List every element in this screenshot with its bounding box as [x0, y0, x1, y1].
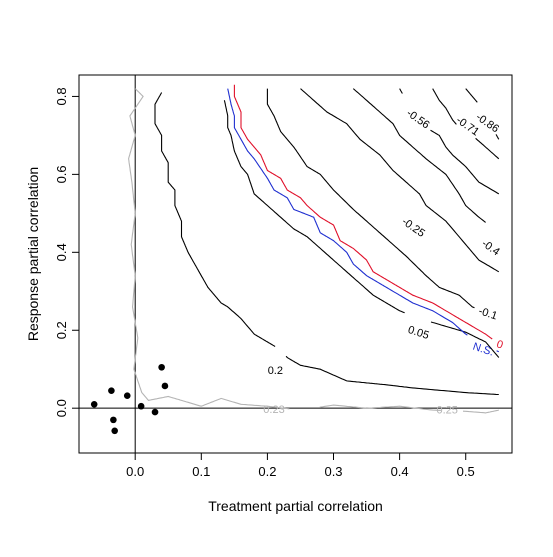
data-point-0: [90, 400, 98, 408]
y-tick-label-1: 0.2: [54, 321, 69, 339]
y-axis: 0.0 0.2 0.4 0.6 0.8: [54, 87, 79, 417]
data-point-4: [123, 392, 131, 400]
y-tick-label-0: 0.0: [54, 399, 69, 417]
contour-label-2: 0.2: [268, 365, 283, 377]
contour-line-4-0: [227, 88, 468, 336]
contour-line-2-1: [285, 355, 499, 396]
contour-label-3: 0.05: [406, 324, 430, 342]
x-tick-label-5: 0.5: [457, 464, 475, 479]
x-tick-label-3: 0.3: [324, 464, 342, 479]
contour-line-0-1: [319, 404, 441, 411]
contour-label-8: -0.4: [479, 238, 501, 259]
data-point-3: [111, 427, 118, 435]
contour-label-6: -0.1: [477, 305, 499, 322]
contour-line-11-0: [465, 88, 478, 103]
data-point-8: [161, 382, 169, 390]
contour-line-10-1: [475, 137, 500, 160]
y-tick-label-2: 0.4: [54, 243, 69, 261]
contour-line-3-1: [430, 321, 500, 358]
x-axis: 0.0 0.1 0.2 0.3 0.4 0.5: [126, 453, 475, 479]
contour-line-11-1: [495, 134, 500, 140]
contour-line-4-1: [496, 350, 500, 353]
y-tick-label-3: 0.6: [54, 165, 69, 183]
contour-line-8-0: [352, 88, 486, 223]
contour-line-0-0: [128, 88, 290, 410]
x-tick-label-4: 0.4: [391, 464, 409, 479]
data-point-2: [110, 416, 117, 424]
data-point-7: [158, 363, 165, 371]
contour-line-3-0: [223, 100, 405, 314]
x-tick-label-1: 0.1: [192, 464, 210, 479]
contour-line-9-1: [430, 129, 500, 195]
contour-line-10-0: [432, 88, 457, 125]
y-axis-label: Response partial correlation: [25, 167, 41, 341]
contour-line-0-2: [462, 409, 499, 414]
contour-label-1: 0.23: [263, 404, 284, 416]
contour-line-7-0: [300, 88, 500, 273]
contour-label-7: -0.25: [400, 216, 427, 240]
contour-label-5: 0: [495, 338, 505, 351]
x-axis-label: Treatment partial correlation: [208, 498, 383, 514]
contour-label-0: 0.25: [437, 405, 458, 417]
contour-line-9-0: [399, 88, 403, 94]
contour-line-2-0: [154, 92, 276, 347]
y-tick-label-4: 0.8: [54, 87, 69, 105]
data-point-6: [151, 408, 159, 416]
plot-frame: [78, 74, 513, 454]
contour-line-5-0: [233, 84, 493, 340]
contour-label-4: N.S.: [471, 341, 495, 359]
contour-label-9: -0.56: [404, 107, 431, 131]
data-point-1: [108, 387, 115, 394]
data-point-5: [137, 402, 145, 410]
x-tick-label-2: 0.2: [258, 464, 276, 479]
x-tick-label-0: 0.0: [126, 464, 144, 479]
contour-line-6-0: [266, 88, 475, 309]
